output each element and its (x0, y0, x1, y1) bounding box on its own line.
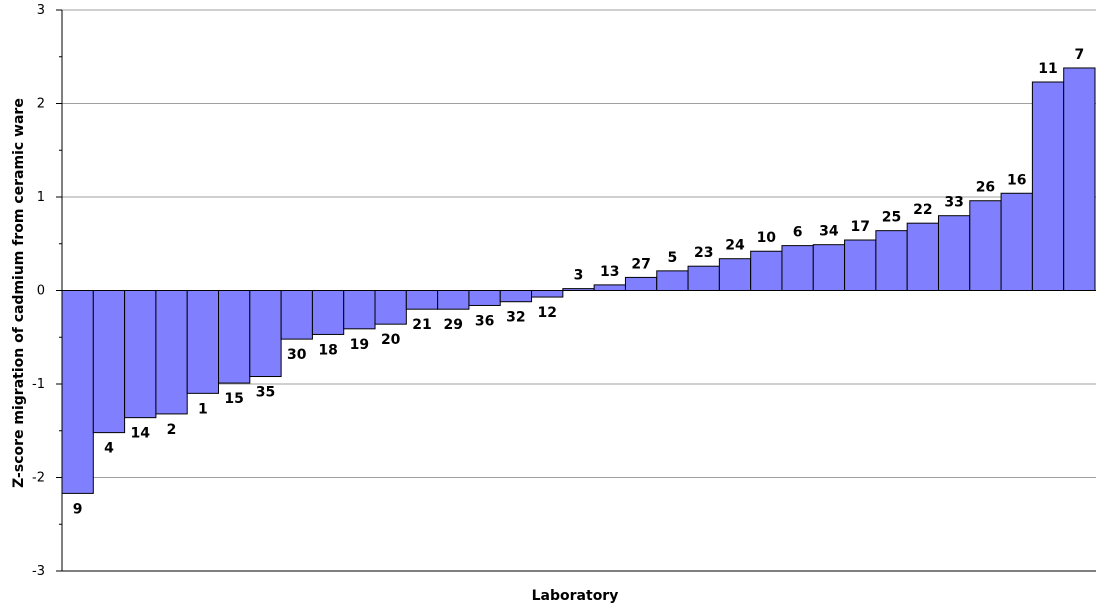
bar-lab-18 (311, 290, 345, 335)
bar-lab-15 (218, 290, 251, 384)
y-axis-title: Z-score migration of cadmium from cerami… (11, 98, 27, 488)
y-tick-label: 0 (37, 284, 45, 299)
data-label: 15 (224, 391, 243, 407)
bar-lab-2 (155, 290, 188, 415)
data-label: 18 (318, 342, 337, 358)
data-label: 26 (976, 180, 995, 196)
bar-lab-21 (405, 290, 439, 310)
data-label: 2 (167, 422, 177, 438)
y-tick-label: 2 (37, 97, 45, 112)
y-tick-labels: 3 2 1 0 -1 -2 -3 (32, 3, 45, 579)
bar-lab-25 (875, 230, 908, 292)
data-label: 17 (850, 219, 869, 235)
bar-lab-5 (656, 270, 689, 291)
y-tick-label: -1 (32, 377, 45, 392)
data-label: 23 (694, 245, 713, 261)
data-label: 22 (913, 202, 932, 218)
data-label: 3 (574, 268, 584, 284)
data-label: 20 (381, 332, 401, 348)
bar-lab-12 (531, 290, 564, 298)
data-label: 21 (412, 317, 431, 333)
bar-lab-23 (687, 265, 720, 292)
data-label: 10 (757, 230, 777, 246)
bar-lab-26 (969, 200, 1002, 292)
y-axis (56, 9, 1096, 572)
data-label: 34 (819, 224, 839, 240)
data-label: 7 (1074, 47, 1084, 63)
bar-lab-19 (343, 290, 376, 330)
data-label: 6 (793, 225, 803, 241)
data-label: 16 (1007, 172, 1026, 188)
bar-lab-20 (374, 290, 407, 325)
bar-lab-33 (937, 215, 971, 291)
bar-lab-27 (624, 276, 658, 292)
bar-lab-30 (280, 290, 313, 340)
data-label: 1 (198, 401, 208, 417)
y-tick-label: -3 (32, 564, 45, 579)
bar-lab-11 (1031, 81, 1065, 291)
bar-lab-6 (781, 245, 814, 291)
bar-lab-29 (437, 290, 470, 310)
data-label: 27 (631, 256, 650, 272)
y-tick-label: 1 (37, 190, 45, 205)
bar-lab-10 (750, 250, 783, 291)
data-label: 11 (1038, 61, 1057, 77)
y-tick-label: -2 (32, 471, 45, 486)
data-label: 13 (600, 264, 619, 280)
bar-lab-34 (812, 244, 846, 291)
data-label: 30 (287, 347, 307, 363)
data-label: 12 (537, 305, 556, 321)
bar-lab-22 (906, 222, 939, 291)
data-label: 36 (475, 313, 494, 329)
data-label: 5 (668, 250, 678, 266)
bars (61, 67, 1096, 494)
data-label: 24 (725, 238, 745, 254)
y-tick-label: 3 (37, 3, 45, 18)
data-label: 25 (882, 210, 901, 226)
data-label: 14 (131, 426, 151, 442)
bar-lab-36 (468, 290, 501, 306)
bar-lab-1 (186, 290, 220, 394)
data-label: 9 (73, 501, 83, 517)
data-label: 32 (506, 310, 525, 326)
bar-lab-16 (1000, 192, 1033, 291)
x-axis-title: Laboratory (532, 588, 619, 604)
bar-lab-24 (718, 258, 752, 291)
bar-lab-9 (61, 290, 94, 494)
data-label: 4 (104, 441, 114, 457)
bar-lab-13 (593, 284, 626, 292)
data-label: 33 (944, 195, 963, 211)
data-label: 35 (256, 385, 275, 401)
bar-lab-4 (92, 290, 126, 434)
bar-lab-35 (249, 290, 282, 378)
bar-lab-7 (1063, 67, 1096, 291)
data-label: 19 (350, 337, 369, 353)
bar-lab-17 (844, 239, 877, 291)
gridlines (62, 9, 1096, 478)
data-label: 29 (444, 317, 463, 333)
bar-lab-14 (124, 290, 157, 419)
bar-lab-32 (499, 290, 533, 303)
